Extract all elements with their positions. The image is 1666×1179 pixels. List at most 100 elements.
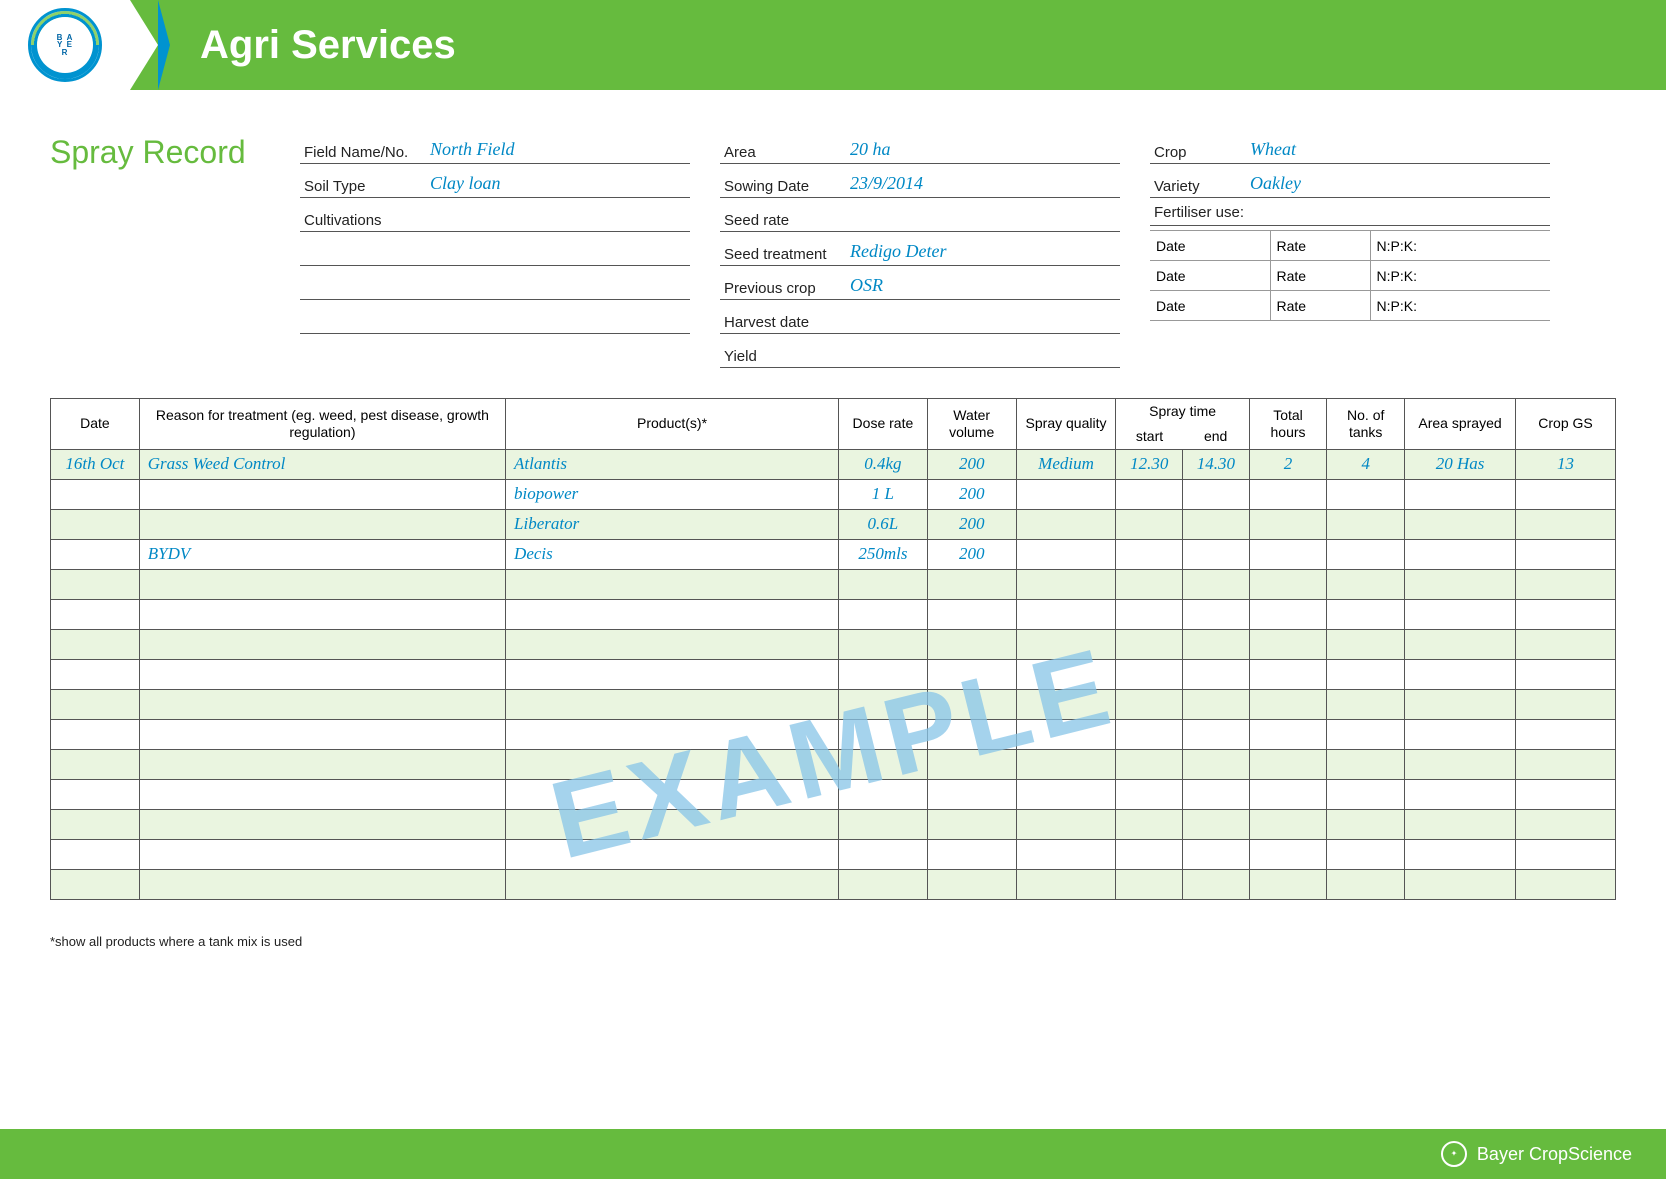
cell-area	[1405, 869, 1516, 899]
cell-end	[1183, 719, 1250, 749]
table-row	[51, 809, 1616, 839]
table-row: 16th OctGrass Weed ControlAtlantis0.4kg2…	[51, 449, 1616, 479]
cell-start	[1116, 719, 1183, 749]
logo-blue-chevron-icon	[158, 0, 170, 90]
cell-gs	[1516, 659, 1616, 689]
col-area: Area sprayed	[1405, 399, 1516, 450]
info-value: Wheat	[1250, 139, 1296, 161]
cell-hours	[1249, 749, 1327, 779]
footer-bar: ✦ Bayer CropScience	[0, 1129, 1666, 1179]
cell-date	[51, 479, 140, 509]
col-dose: Dose rate	[839, 399, 928, 450]
cell-quality	[1016, 719, 1116, 749]
bayer-logo-text: B AY ER	[37, 17, 93, 73]
cell-quality	[1016, 839, 1116, 869]
col-product: Product(s)*	[506, 399, 839, 450]
cell-area	[1405, 539, 1516, 569]
fertiliser-table: DateRateN:P:K:DateRateN:P:K:DateRateN:P:…	[1150, 230, 1550, 321]
info-line: VarietyOakley	[1150, 164, 1550, 198]
info-column-crop-dates: Area20 haSowing Date23/9/2014Seed rateSe…	[720, 130, 1120, 368]
cell-start	[1116, 569, 1183, 599]
cell-gs	[1516, 539, 1616, 569]
cell-tanks	[1327, 509, 1405, 539]
cell-product	[506, 659, 839, 689]
info-label: Previous crop	[720, 280, 850, 297]
cell-area	[1405, 629, 1516, 659]
cell-end	[1183, 749, 1250, 779]
cell-quality	[1016, 749, 1116, 779]
info-line: Soil TypeClay loan	[300, 164, 690, 198]
cell-gs	[1516, 479, 1616, 509]
fert-cell: Date	[1150, 231, 1270, 261]
cell-product	[506, 599, 839, 629]
cell-hours	[1249, 539, 1327, 569]
cell-product	[506, 839, 839, 869]
cell-end	[1183, 629, 1250, 659]
cell-start	[1116, 479, 1183, 509]
col-reason: Reason for treatment (eg. weed, pest dis…	[139, 399, 505, 450]
info-line	[300, 232, 690, 266]
cell-start	[1116, 659, 1183, 689]
cell-end	[1183, 479, 1250, 509]
cell-gs	[1516, 719, 1616, 749]
col-hours: Total hours	[1249, 399, 1327, 450]
cell-gs	[1516, 749, 1616, 779]
info-label: Seed treatment	[720, 246, 850, 263]
cell-water: 200	[927, 479, 1016, 509]
cell-tanks	[1327, 749, 1405, 779]
cell-reason	[139, 689, 505, 719]
cell-quality	[1016, 689, 1116, 719]
cell-dose: 0.4kg	[839, 449, 928, 479]
cell-end	[1183, 539, 1250, 569]
cell-end	[1183, 659, 1250, 689]
info-label: Harvest date	[720, 314, 850, 331]
cell-quality	[1016, 539, 1116, 569]
info-label: Sowing Date	[720, 178, 850, 195]
cell-water	[927, 719, 1016, 749]
cell-product	[506, 569, 839, 599]
cell-hours: 2	[1249, 449, 1327, 479]
cell-reason	[139, 749, 505, 779]
cell-tanks	[1327, 629, 1405, 659]
header-bar: B AY ER Agri Services	[0, 0, 1666, 90]
info-line: CropWheat	[1150, 130, 1550, 164]
cell-reason	[139, 779, 505, 809]
info-label: Yield	[720, 348, 850, 365]
cell-date	[51, 749, 140, 779]
cell-hours	[1249, 809, 1327, 839]
cell-start	[1116, 779, 1183, 809]
cell-tanks	[1327, 569, 1405, 599]
table-row	[51, 689, 1616, 719]
cell-tanks	[1327, 539, 1405, 569]
cell-end	[1183, 809, 1250, 839]
cell-start	[1116, 749, 1183, 779]
cell-date	[51, 659, 140, 689]
cell-hours	[1249, 629, 1327, 659]
cell-start: 12.30	[1116, 449, 1183, 479]
cell-product	[506, 629, 839, 659]
table-row: Liberator0.6L200	[51, 509, 1616, 539]
header-title: Agri Services	[200, 23, 456, 68]
cell-area	[1405, 509, 1516, 539]
cell-area: 20 Has	[1405, 449, 1516, 479]
cell-gs	[1516, 869, 1616, 899]
footnote: *show all products where a tank mix is u…	[50, 934, 1616, 949]
info-label: Soil Type	[300, 178, 430, 195]
cell-gs	[1516, 509, 1616, 539]
cell-tanks	[1327, 809, 1405, 839]
cell-tanks	[1327, 599, 1405, 629]
cell-reason	[139, 839, 505, 869]
cell-date	[51, 779, 140, 809]
cell-quality	[1016, 809, 1116, 839]
cell-reason	[139, 479, 505, 509]
cell-product	[506, 869, 839, 899]
cell-quality	[1016, 659, 1116, 689]
cell-hours	[1249, 719, 1327, 749]
cell-start	[1116, 599, 1183, 629]
fert-cell: Date	[1150, 291, 1270, 321]
cell-start	[1116, 629, 1183, 659]
cell-dose	[839, 569, 928, 599]
col-spraytime: Spray time	[1116, 399, 1249, 424]
cell-dose: 1 L	[839, 479, 928, 509]
cell-product	[506, 689, 839, 719]
